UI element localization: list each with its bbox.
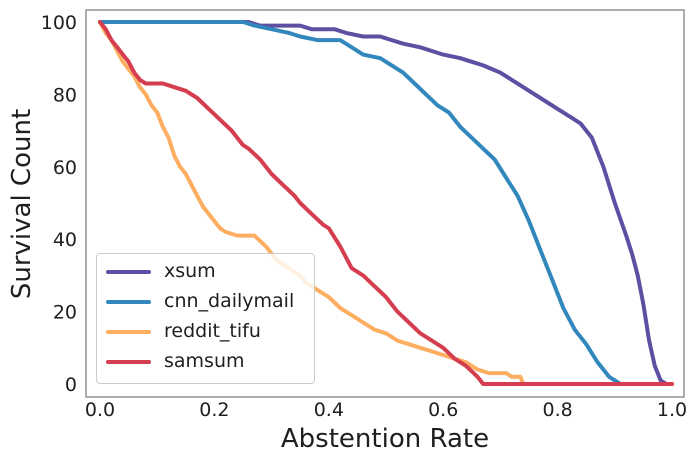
x-tick-label: 0.8 [542, 399, 572, 421]
legend-label: xsum [164, 259, 216, 282]
y-tick-label: 0 [65, 374, 77, 396]
series-line-samsum [98, 20, 674, 386]
y-tick-label: 80 [53, 84, 77, 106]
series-line-cnn_dailymail [98, 20, 623, 386]
y-tick-label: 20 [53, 302, 77, 324]
legend-item-samsum: samsum [97, 347, 314, 377]
x-tick-label: 0.2 [199, 399, 229, 421]
legend-item-xsum: xsum [97, 257, 314, 287]
y-tick-label: 40 [53, 229, 77, 251]
legend-item-reddit_tifu: reddit_tifu [97, 317, 314, 347]
legend-swatch-samsum [106, 360, 151, 364]
x-axis-label: Abstention Rate [281, 424, 489, 454]
y-tick-label: 60 [53, 157, 77, 179]
legend-swatch-cnn_dailymail [106, 300, 151, 304]
legend-item-cnn_dailymail: cnn_dailymail [97, 287, 314, 317]
x-tick-label: 0.0 [85, 399, 115, 421]
legend-label: cnn_dailymail [164, 289, 295, 312]
x-tick-label: 0.6 [428, 399, 458, 421]
legend-swatch-xsum [106, 270, 151, 274]
y-tick-label: 100 [41, 12, 77, 34]
series-line-xsum [98, 20, 674, 386]
y-axis-label: Survival Count [7, 109, 37, 299]
legend-label: reddit_tifu [164, 319, 261, 342]
legend-swatch-reddit_tifu [106, 330, 151, 334]
x-tick-label: 1.0 [657, 399, 687, 421]
legend-label: samsum [164, 349, 245, 372]
x-tick-label: 0.4 [314, 399, 344, 421]
